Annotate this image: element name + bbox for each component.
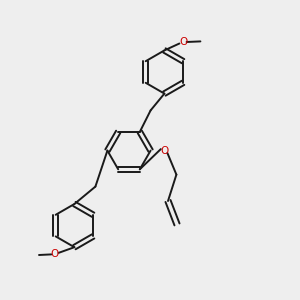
Text: O: O <box>51 249 59 260</box>
Text: O: O <box>179 37 187 47</box>
Text: O: O <box>160 146 169 156</box>
